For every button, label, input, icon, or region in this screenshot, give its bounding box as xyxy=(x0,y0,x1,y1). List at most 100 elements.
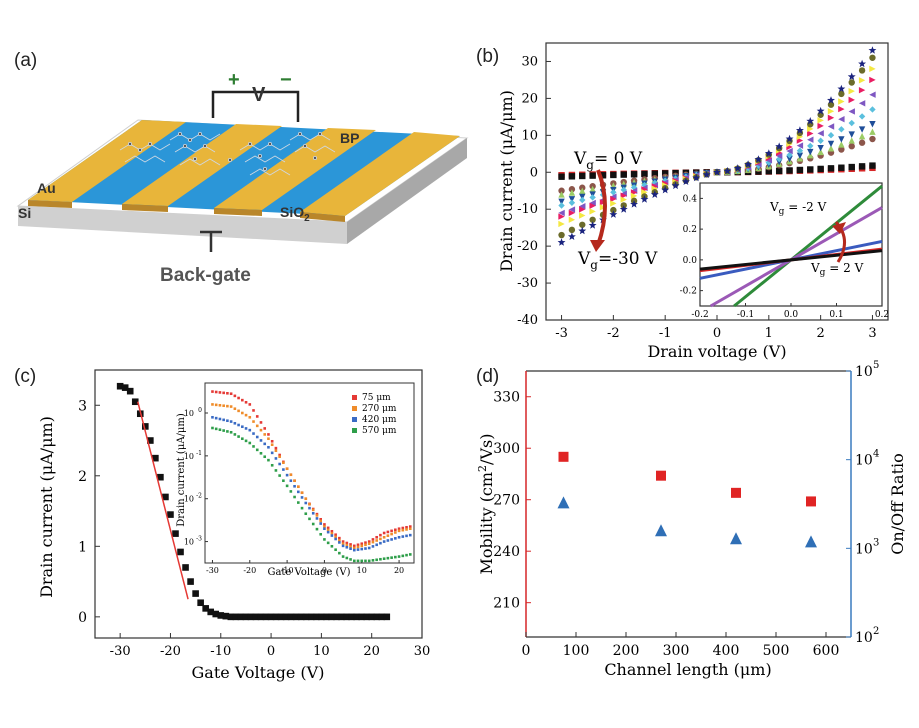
inset-data-point xyxy=(375,543,378,547)
plot-c-frame xyxy=(94,369,423,639)
data-point xyxy=(609,210,618,218)
data-point xyxy=(640,195,649,203)
data-point xyxy=(292,613,300,621)
inset-data-point xyxy=(259,421,263,424)
substrate-front xyxy=(18,206,347,244)
data-point xyxy=(641,181,648,189)
data-point xyxy=(558,220,565,228)
x-tick-label: 30 xyxy=(414,644,431,659)
inset-data-point xyxy=(218,391,222,394)
inset-data-point xyxy=(211,403,214,406)
inset-data-point xyxy=(345,556,349,560)
sio2-label: SiO2 xyxy=(280,204,310,224)
inset-data-point xyxy=(356,548,360,551)
data-point xyxy=(838,90,845,98)
data-point xyxy=(817,130,824,137)
data-point xyxy=(202,605,209,612)
panel-b-label: (b) xyxy=(476,46,499,67)
inset-data-point xyxy=(352,548,356,552)
y-tick-label: 270 xyxy=(493,493,520,509)
y2-tick-exponent: 5 xyxy=(873,360,879,371)
y-tick-label: -20 xyxy=(517,239,538,254)
inset-data-point xyxy=(263,433,267,436)
onoff-point xyxy=(805,535,817,548)
data-point xyxy=(692,173,701,182)
data-point xyxy=(817,117,824,124)
inset-data-point xyxy=(241,425,244,429)
data-point xyxy=(765,168,773,175)
inset-data-point xyxy=(390,529,393,533)
inset-data-point xyxy=(263,427,267,430)
y-tick-label: 240 xyxy=(493,544,520,560)
inset-data-point xyxy=(229,392,233,396)
inset-x-tick-label: 10 xyxy=(357,566,367,575)
inset-data-point xyxy=(274,446,278,450)
inset-data-point xyxy=(293,484,296,488)
inset-data-point xyxy=(326,526,330,530)
plot-c-inset-frame xyxy=(204,382,415,564)
data-point xyxy=(858,139,866,146)
data-point xyxy=(817,148,824,156)
data-point xyxy=(630,200,639,208)
inset-data-point xyxy=(237,396,240,400)
data-point xyxy=(368,613,375,621)
inset-data-point xyxy=(394,528,397,532)
inset-data-point xyxy=(338,541,341,544)
data-point xyxy=(827,101,835,108)
inset-annotation-vg2: Vg = 2 V xyxy=(810,261,864,278)
data-point xyxy=(192,590,199,597)
arrow-vg xyxy=(596,169,607,246)
data-point xyxy=(848,119,855,127)
inset-data-point xyxy=(379,557,382,561)
inset-data-point xyxy=(386,530,390,534)
data-point xyxy=(589,202,596,209)
data-point xyxy=(568,196,576,203)
data-point xyxy=(131,398,139,406)
inset-y-tick-label: 0.2 xyxy=(683,225,697,235)
inset-y-tick-exponent: -3 xyxy=(196,536,202,543)
data-point xyxy=(232,613,240,621)
inset-data-point xyxy=(252,409,255,412)
inset-data-point xyxy=(382,557,386,561)
inset-data-point xyxy=(382,531,386,535)
data-point xyxy=(568,186,576,193)
data-point xyxy=(858,113,866,120)
inset-x-tick-label: -20 xyxy=(243,566,256,575)
inset-data-point xyxy=(341,540,345,543)
inset-data-point xyxy=(356,545,360,549)
data-point xyxy=(579,172,586,180)
inset-data-point xyxy=(401,526,405,530)
onoff-point xyxy=(730,532,742,545)
inset-data-point xyxy=(282,461,285,465)
y2-tick-exponent: 4 xyxy=(873,449,879,460)
x-tick-label: -2 xyxy=(607,326,620,341)
inset-data-point xyxy=(244,413,248,417)
inset-data-point xyxy=(349,543,352,546)
data-point xyxy=(785,134,794,143)
data-point xyxy=(796,147,804,154)
data-point xyxy=(754,155,763,163)
data-point xyxy=(568,173,576,180)
data-point xyxy=(630,171,638,178)
inset-data-point xyxy=(274,449,278,453)
inset-data-point xyxy=(371,540,375,544)
data-point xyxy=(796,152,804,159)
data-point xyxy=(838,126,845,133)
data-point xyxy=(796,142,804,149)
inset-data-point xyxy=(367,542,371,546)
inset-data-point xyxy=(382,535,386,539)
data-point xyxy=(217,612,225,619)
panel-a: (a) + V − BP Au xyxy=(14,50,469,286)
data-point xyxy=(858,67,866,74)
inset-data-point xyxy=(270,451,274,455)
data-point xyxy=(807,136,814,143)
data-point xyxy=(568,199,576,206)
inset-data-point xyxy=(263,455,267,459)
inset-data-point xyxy=(311,508,315,512)
inset-data-point xyxy=(352,546,356,550)
x-tick-label: -20 xyxy=(160,644,181,659)
data-point xyxy=(827,123,835,130)
data-point xyxy=(733,164,742,172)
y2-tick-label: 10 xyxy=(855,630,873,646)
